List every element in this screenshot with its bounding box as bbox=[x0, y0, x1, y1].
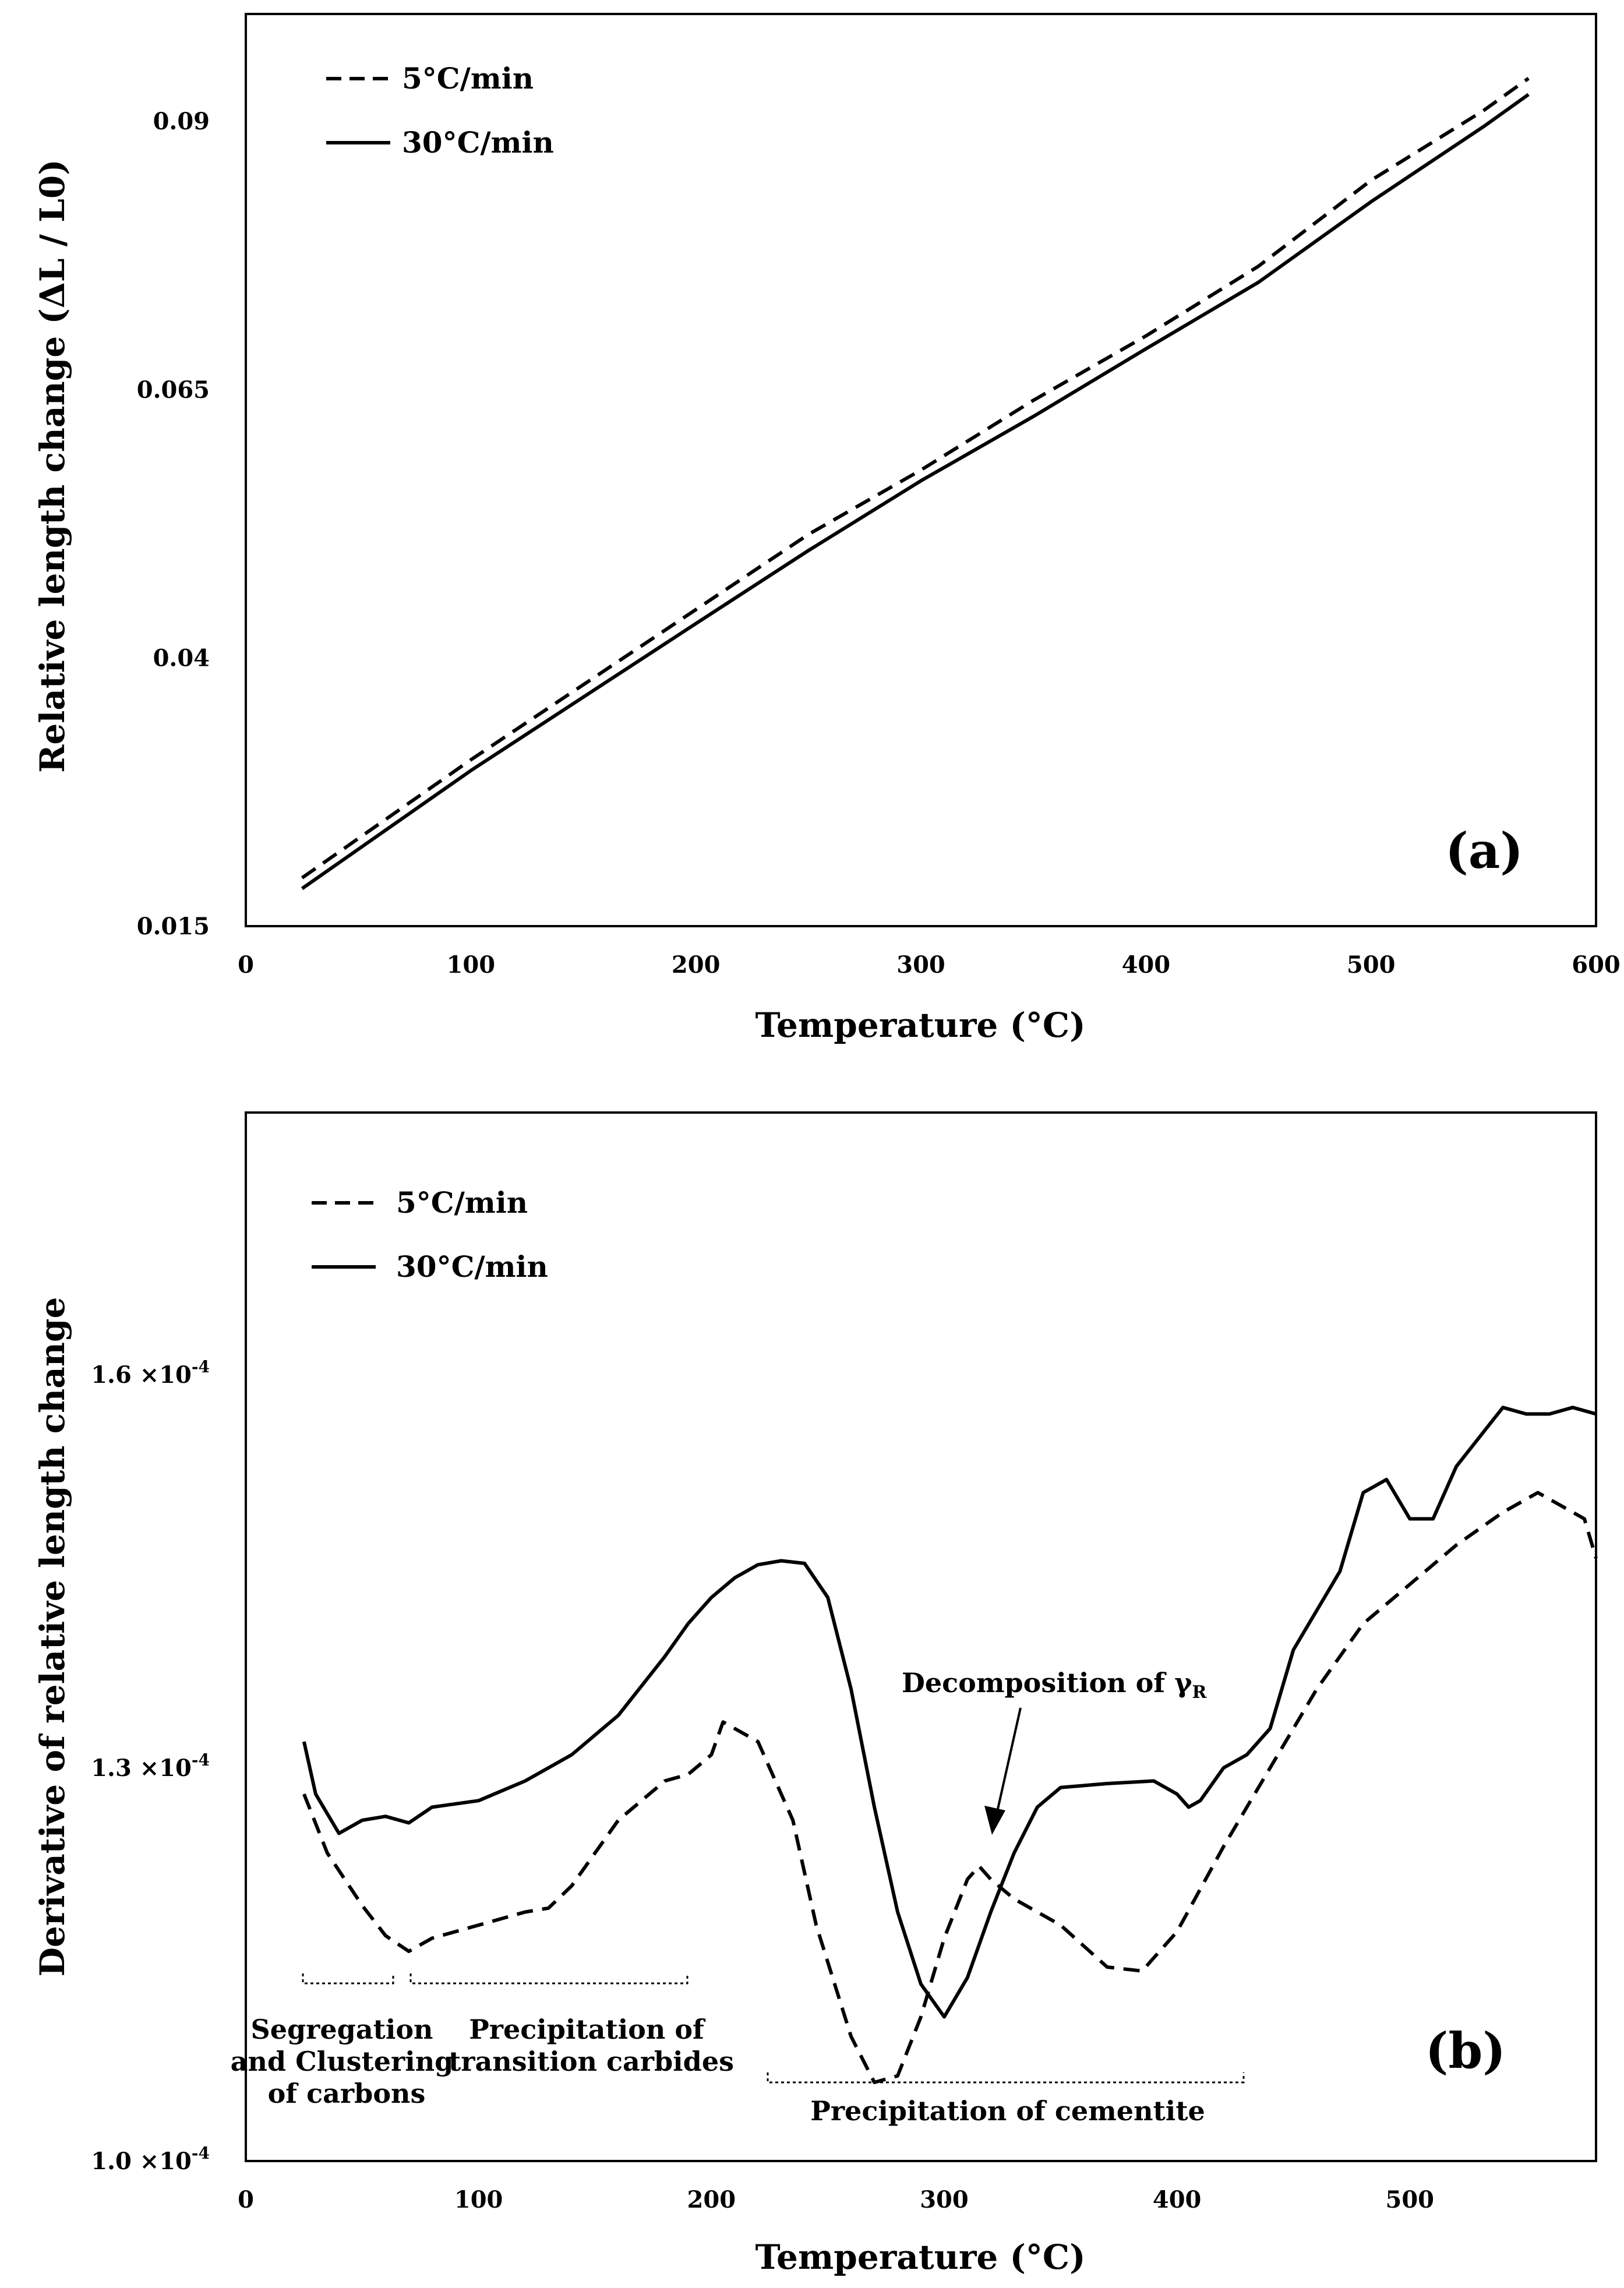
x-tick-label: 300 bbox=[920, 2186, 969, 2213]
annotation-decomposition-label: Decomposition of γR bbox=[902, 1667, 1207, 1703]
x-tick-label: 600 bbox=[1572, 951, 1621, 979]
x-tick-label: 0 bbox=[238, 951, 254, 979]
series-line-dashed bbox=[301, 77, 1530, 880]
y-tick-label: 1.6 ×10-4 bbox=[91, 1357, 210, 1389]
bracket-segregation bbox=[302, 1973, 394, 1985]
x-tick-label: 400 bbox=[1153, 2186, 1202, 2213]
plot-area-frame-a bbox=[245, 13, 1597, 927]
x-tick-label: 300 bbox=[896, 951, 945, 979]
series-line-dashed bbox=[302, 1491, 1598, 2084]
series-group-b bbox=[302, 1406, 1598, 2084]
x-tick-labels-b: 0 100 200 300 400 500 bbox=[238, 2186, 1434, 2213]
bracket-transition-carbides bbox=[409, 1973, 689, 1985]
x-tick-label: 200 bbox=[672, 951, 721, 979]
x-tick-label: 0 bbox=[238, 2186, 254, 2213]
legend-label-30c-b: 30°C/min bbox=[396, 1249, 548, 1284]
y-axis-label-a: Relative length change (ΔL / L0) bbox=[33, 159, 72, 772]
legend-label-5c-a: 5°C/min bbox=[402, 61, 534, 96]
panel-label-b: (b) bbox=[1425, 2022, 1506, 2079]
y-tick-labels-a: 0.015 0.04 0.065 0.09 bbox=[137, 108, 210, 940]
legend-b: 5°C/min 30°C/min bbox=[312, 1185, 548, 1284]
annotation-arrow-head bbox=[984, 1806, 1005, 1835]
y-tick-label: 0.09 bbox=[153, 108, 210, 135]
y-tick-label: 1.0 ×10-4 bbox=[91, 2144, 210, 2175]
x-axis-label-b: Temperature (°C) bbox=[755, 2237, 1085, 2277]
annotation-transition-carbides: Precipitation of transition carbides bbox=[449, 2014, 734, 2077]
panel-label-a: (a) bbox=[1445, 822, 1523, 880]
x-tick-label: 100 bbox=[454, 2186, 503, 2213]
x-tick-label: 100 bbox=[447, 951, 496, 979]
x-tick-label: 400 bbox=[1122, 951, 1171, 979]
series-line-solid bbox=[302, 1406, 1597, 2019]
plot-area-frame-b bbox=[245, 1111, 1597, 2162]
x-tick-label: 200 bbox=[687, 2186, 736, 2213]
legend-label-5c-b: 5°C/min bbox=[396, 1185, 528, 1220]
y-tick-label: 0.065 bbox=[137, 376, 210, 404]
chart-panel-a: 0 100 200 300 400 500 600 0.015 0.04 0.065 0.09 T… bbox=[33, 13, 1621, 1045]
annotation-decomposition: Decomposition of γR bbox=[902, 1667, 1207, 1835]
legend-label-30c-a: 30°C/min bbox=[402, 125, 554, 160]
bracket-cementite bbox=[767, 2072, 1245, 2084]
x-tick-labels-a: 0 100 200 300 400 500 600 bbox=[238, 951, 1621, 979]
x-tick-label: 500 bbox=[1386, 2186, 1435, 2213]
x-tick-label: 500 bbox=[1347, 951, 1396, 979]
series-group-a bbox=[301, 77, 1530, 890]
annotation-cementite: Precipitation of cementite bbox=[810, 2095, 1205, 2127]
legend-a: 5°C/min 30°C/min bbox=[326, 61, 554, 160]
y-tick-labels-b: 1.0 ×10-4 1.3 ×10-4 1.6 ×10-4 bbox=[91, 1357, 210, 2175]
annotation-segregation: Segregation and Clustering of carbons bbox=[231, 2014, 463, 2109]
annotation-arrow-shaft bbox=[996, 1707, 1022, 1812]
y-tick-label: 0.04 bbox=[153, 644, 210, 672]
x-axis-label-a: Temperature (°C) bbox=[755, 1005, 1085, 1045]
y-axis-label-b: Derivative of relative length change bbox=[33, 1297, 72, 1977]
y-tick-label: 0.015 bbox=[137, 913, 210, 940]
chart-panel-b: 0 100 200 300 400 500 1.0 ×10-4 1.3 ×10-4 1.6 ×… bbox=[33, 1111, 1598, 2277]
y-tick-label: 1.3 ×10-4 bbox=[91, 1750, 210, 1782]
series-line-solid bbox=[301, 93, 1530, 890]
